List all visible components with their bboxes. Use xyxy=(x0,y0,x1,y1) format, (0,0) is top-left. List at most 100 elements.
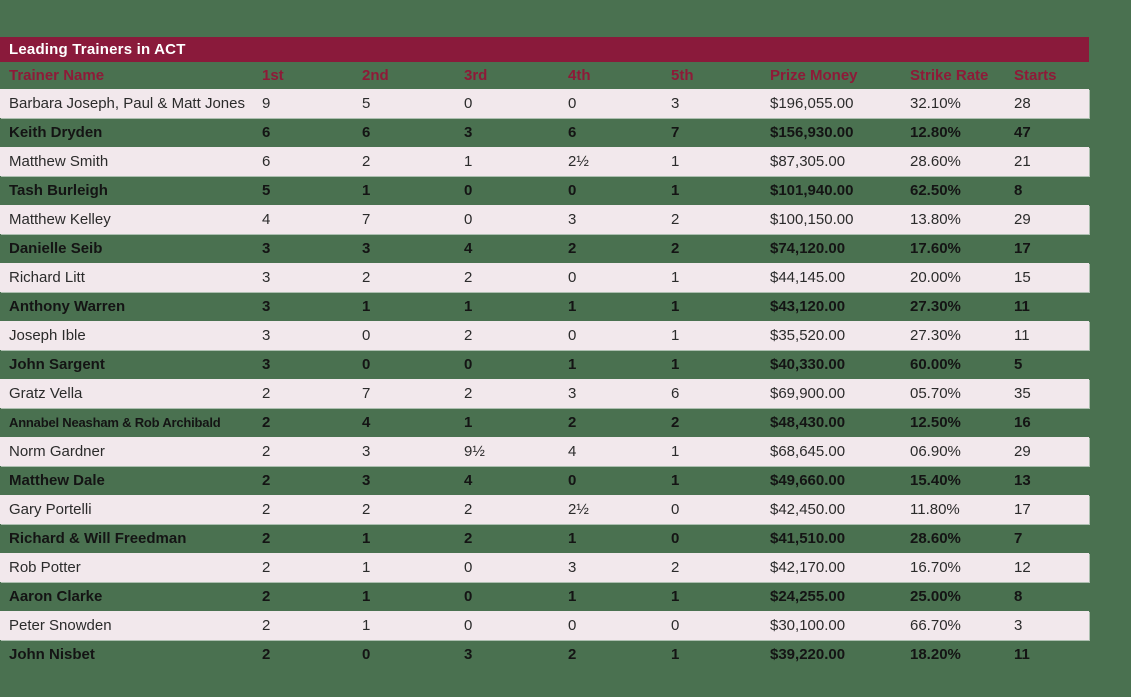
cell-fifth: 1 xyxy=(671,472,680,489)
cell-first: 2 xyxy=(262,559,271,576)
cell-second: 0 xyxy=(362,327,371,344)
column-header-2nd: 2nd xyxy=(362,67,389,84)
cell-prize-money: $42,450.00 xyxy=(770,501,846,518)
table-row: Matthew Kelley 4 7 0 3 2 $100,150.00 13.80% 29 xyxy=(0,205,1089,234)
cell-strike-rate: 16.70% xyxy=(910,559,961,576)
cell-fourth: 0 xyxy=(568,472,577,489)
cell-first: 3 xyxy=(262,240,271,257)
cell-prize-money: $156,930.00 xyxy=(770,124,854,141)
cell-first: 9 xyxy=(262,95,271,112)
cell-first: 2 xyxy=(262,530,271,547)
cell-prize-money: $87,305.00 xyxy=(770,153,846,170)
cell-prize-money: $30,100.00 xyxy=(770,617,846,634)
cell-starts: 5 xyxy=(1014,356,1023,373)
cell-third: 2 xyxy=(464,269,473,286)
cell-first: 2 xyxy=(262,617,271,634)
cell-second: 4 xyxy=(362,414,371,431)
cell-third: 3 xyxy=(464,646,473,663)
column-header-prize-money: Prize Money xyxy=(770,67,858,84)
cell-starts: 17 xyxy=(1014,501,1031,518)
cell-prize-money: $42,170.00 xyxy=(770,559,846,576)
cell-third: 2 xyxy=(464,327,473,344)
cell-third: 0 xyxy=(464,588,473,605)
cell-name: Matthew Smith xyxy=(9,153,109,170)
cell-prize-money: $24,255.00 xyxy=(770,588,846,605)
column-header-starts: Starts xyxy=(1014,67,1057,84)
cell-second: 3 xyxy=(362,472,371,489)
cell-name: Peter Snowden xyxy=(9,617,112,634)
table-header-row: Trainer Name 1st 2nd 3rd 4th 5th Prize M… xyxy=(0,62,1089,89)
cell-first: 5 xyxy=(262,182,271,199)
cell-strike-rate: 66.70% xyxy=(910,617,961,634)
cell-name: John Sargent xyxy=(9,356,105,373)
cell-fourth: 3 xyxy=(568,559,577,576)
table-row: Aaron Clarke 2 1 0 1 1 $24,255.00 25.00% 8 xyxy=(0,582,1089,611)
cell-fifth: 0 xyxy=(671,501,680,518)
cell-strike-rate: 13.80% xyxy=(910,211,961,228)
column-header-1st: 1st xyxy=(262,67,284,84)
cell-fifth: 1 xyxy=(671,327,680,344)
table-title-bar: Leading Trainers in ACT xyxy=(0,37,1089,62)
cell-starts: 35 xyxy=(1014,385,1031,402)
column-header-strike-rate: Strike Rate xyxy=(910,67,989,84)
cell-fifth: 1 xyxy=(671,443,680,460)
cell-fifth: 1 xyxy=(671,153,680,170)
cell-third: 4 xyxy=(464,472,473,489)
cell-fourth: 2 xyxy=(568,414,577,431)
table-title: Leading Trainers in ACT xyxy=(9,41,186,58)
cell-starts: 29 xyxy=(1014,211,1031,228)
column-header-4th: 4th xyxy=(568,67,591,84)
cell-fifth: 2 xyxy=(671,414,680,431)
cell-name: Anthony Warren xyxy=(9,298,126,315)
cell-prize-money: $40,330.00 xyxy=(770,356,846,373)
cell-fourth: 4 xyxy=(568,443,577,460)
cell-second: 0 xyxy=(362,356,371,373)
cell-prize-money: $35,520.00 xyxy=(770,327,846,344)
cell-name: Norm Gardner xyxy=(9,443,105,460)
cell-third: 0 xyxy=(464,559,473,576)
cell-second: 6 xyxy=(362,124,371,141)
cell-fourth: 1 xyxy=(568,588,577,605)
cell-third: 0 xyxy=(464,211,473,228)
cell-second: 2 xyxy=(362,501,371,518)
cell-second: 1 xyxy=(362,588,371,605)
table-row: John Nisbet 2 0 3 2 1 $39,220.00 18.20% 11 xyxy=(0,640,1089,669)
cell-starts: 16 xyxy=(1014,414,1031,431)
cell-first: 3 xyxy=(262,298,271,315)
cell-second: 1 xyxy=(362,559,371,576)
cell-strike-rate: 28.60% xyxy=(910,153,961,170)
leading-trainers-table: Trainer Name 1st 2nd 3rd 4th 5th Prize M… xyxy=(0,62,1089,669)
table-row: Gratz Vella 2 7 2 3 6 $69,900.00 05.70% 35 xyxy=(0,379,1089,408)
cell-strike-rate: 20.00% xyxy=(910,269,961,286)
cell-prize-money: $196,055.00 xyxy=(770,95,854,112)
cell-third: 2 xyxy=(464,385,473,402)
table-row: Tash Burleigh 5 1 0 0 1 $101,940.00 62.50% 8 xyxy=(0,176,1089,205)
table-row: John Sargent 3 0 0 1 1 $40,330.00 60.00% 5 xyxy=(0,350,1089,379)
cell-starts: 15 xyxy=(1014,269,1031,286)
cell-fifth: 3 xyxy=(671,95,680,112)
cell-second: 1 xyxy=(362,298,371,315)
cell-name: Matthew Dale xyxy=(9,472,105,489)
cell-name: Danielle Seib xyxy=(9,240,103,257)
cell-second: 0 xyxy=(362,646,371,663)
cell-third: 0 xyxy=(464,95,473,112)
table-row: Matthew Smith 6 2 1 2½ 1 $87,305.00 28.60% 21 xyxy=(0,147,1089,176)
cell-prize-money: $69,900.00 xyxy=(770,385,846,402)
cell-first: 2 xyxy=(262,501,271,518)
cell-name: John Nisbet xyxy=(9,646,95,663)
cell-first: 2 xyxy=(262,646,271,663)
table-row: Anthony Warren 3 1 1 1 1 $43,120.00 27.30% 11 xyxy=(0,292,1089,321)
cell-starts: 29 xyxy=(1014,443,1031,460)
cell-third: 2 xyxy=(464,501,473,518)
cell-third: 3 xyxy=(464,124,473,141)
cell-strike-rate: 11.80% xyxy=(910,501,960,518)
cell-second: 2 xyxy=(362,269,371,286)
cell-first: 2 xyxy=(262,472,271,489)
cell-starts: 11 xyxy=(1014,298,1030,315)
cell-first: 6 xyxy=(262,153,271,170)
cell-starts: 8 xyxy=(1014,182,1023,199)
table-row: Barbara Joseph, Paul & Matt Jones 9 5 0 0 3 $1… xyxy=(0,89,1089,118)
cell-second: 2 xyxy=(362,153,371,170)
cell-fifth: 1 xyxy=(671,298,680,315)
cell-strike-rate: 27.30% xyxy=(910,327,961,344)
